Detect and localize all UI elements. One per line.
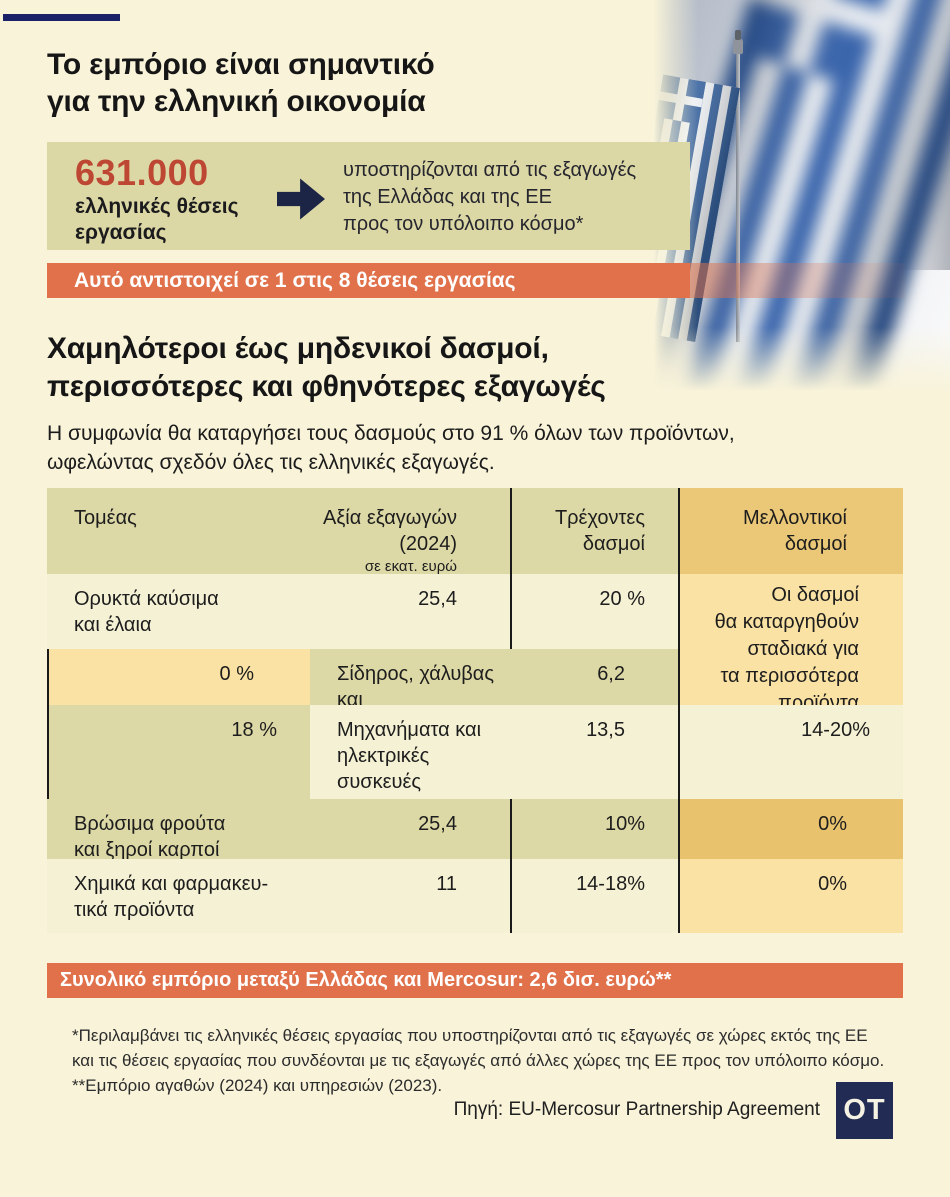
table-row-current: 14-20%: [678, 705, 903, 799]
jobs-count: 631.000: [75, 152, 209, 193]
jobs-stat-box: 631.000 ελληνικές θέσεις εργασίας υποστη…: [47, 142, 690, 250]
table-row-value: 25,4: [310, 574, 510, 649]
column-header-sector: Τομέας: [47, 488, 310, 574]
footnotes: *Περιλαμβάνει τις ελληνικές θέσεις εργασ…: [72, 1026, 885, 1095]
accent-bar: [3, 14, 120, 21]
table-row-sector: Βρώσιμα φρούτα και ξηροί καρποί: [47, 799, 310, 861]
table-row-current: 10%: [510, 799, 678, 859]
page-title: Το εμπόριο είναι σημαντικό για την ελλην…: [47, 48, 435, 118]
section-title: Χαμηλότεροι έως μηδενικοί δασμοί, περισσ…: [47, 332, 606, 403]
table-row-sector: Σίδηρος, χάλυβας και μεταλλικά προϊόντα: [310, 649, 510, 737]
jobs-count-label: ελληνικές θέσεις εργασίας: [75, 195, 239, 244]
ot-logo: OT: [836, 1082, 893, 1139]
table-row-current: 14-18%: [510, 859, 678, 933]
flag-pole-tip: [735, 30, 741, 40]
column-header-export-value: Αξία εξαγωγών (2024) σε εκατ. ευρώ: [310, 488, 510, 575]
table-row-future: 0 %: [47, 649, 310, 705]
table-row-sector: Ορυκτά καύσιμα και έλαια: [47, 574, 310, 649]
future-tariffs-note: Οι δασμοί θα καταργηθούν σταδιακά για τα…: [678, 574, 903, 714]
table-row-value: 11: [310, 859, 510, 933]
column-header-future-tariffs: Μελλοντικοί δασμοί: [678, 488, 903, 574]
source-label: Πηγή: EU-Mercosur Partnership Agreement: [453, 1099, 820, 1120]
table-row-value: 25,4: [310, 799, 510, 859]
section-intro: Η συμφωνία θα καταργήσει τους δασμούς στ…: [47, 422, 735, 474]
arrow-right-icon: [277, 178, 325, 220]
jobs-ratio-banner: Αυτό αντιστοιχεί σε 1 στις 8 θέσεις εργα…: [47, 263, 690, 298]
table-row-current: 18 %: [47, 705, 310, 799]
table-row-current: 20 %: [510, 574, 678, 649]
column-header-current-tariffs: Τρέχοντες δασμοί: [510, 488, 678, 574]
table-row-value: 6,2: [510, 649, 678, 705]
table-row-future: 0%: [678, 799, 903, 859]
flag-pole: [733, 30, 743, 342]
total-trade-banner: Συνολικό εμπόριο μεταξύ Ελλάδας και Merc…: [47, 963, 903, 998]
table-row-future: 0%: [678, 859, 903, 933]
table-row-sector: Μηχανήματα και ηλεκτρικές συσκευές: [310, 705, 510, 799]
greek-flags-photo: [650, 0, 950, 405]
tariffs-table: Τομέας Αξία εξαγωγών (2024) σε εκατ. ευρώ…: [47, 488, 903, 933]
export-value-header-text: Αξία εξαγωγών (2024): [323, 507, 457, 555]
table-row-sector: Χημικά και φαρμακευ- τικά προϊόντα: [47, 859, 310, 933]
export-value-unit: σε εκατ. ευρώ: [364, 558, 457, 575]
photo-fade-bottom: [650, 327, 950, 405]
jobs-ratio-banner-fade: [690, 263, 905, 298]
jobs-description: υποστηρίζονται από τις εξαγωγές της Ελλά…: [343, 159, 637, 235]
flag-pole-finial: [733, 38, 743, 54]
table-row-value: 13,5: [510, 705, 678, 799]
